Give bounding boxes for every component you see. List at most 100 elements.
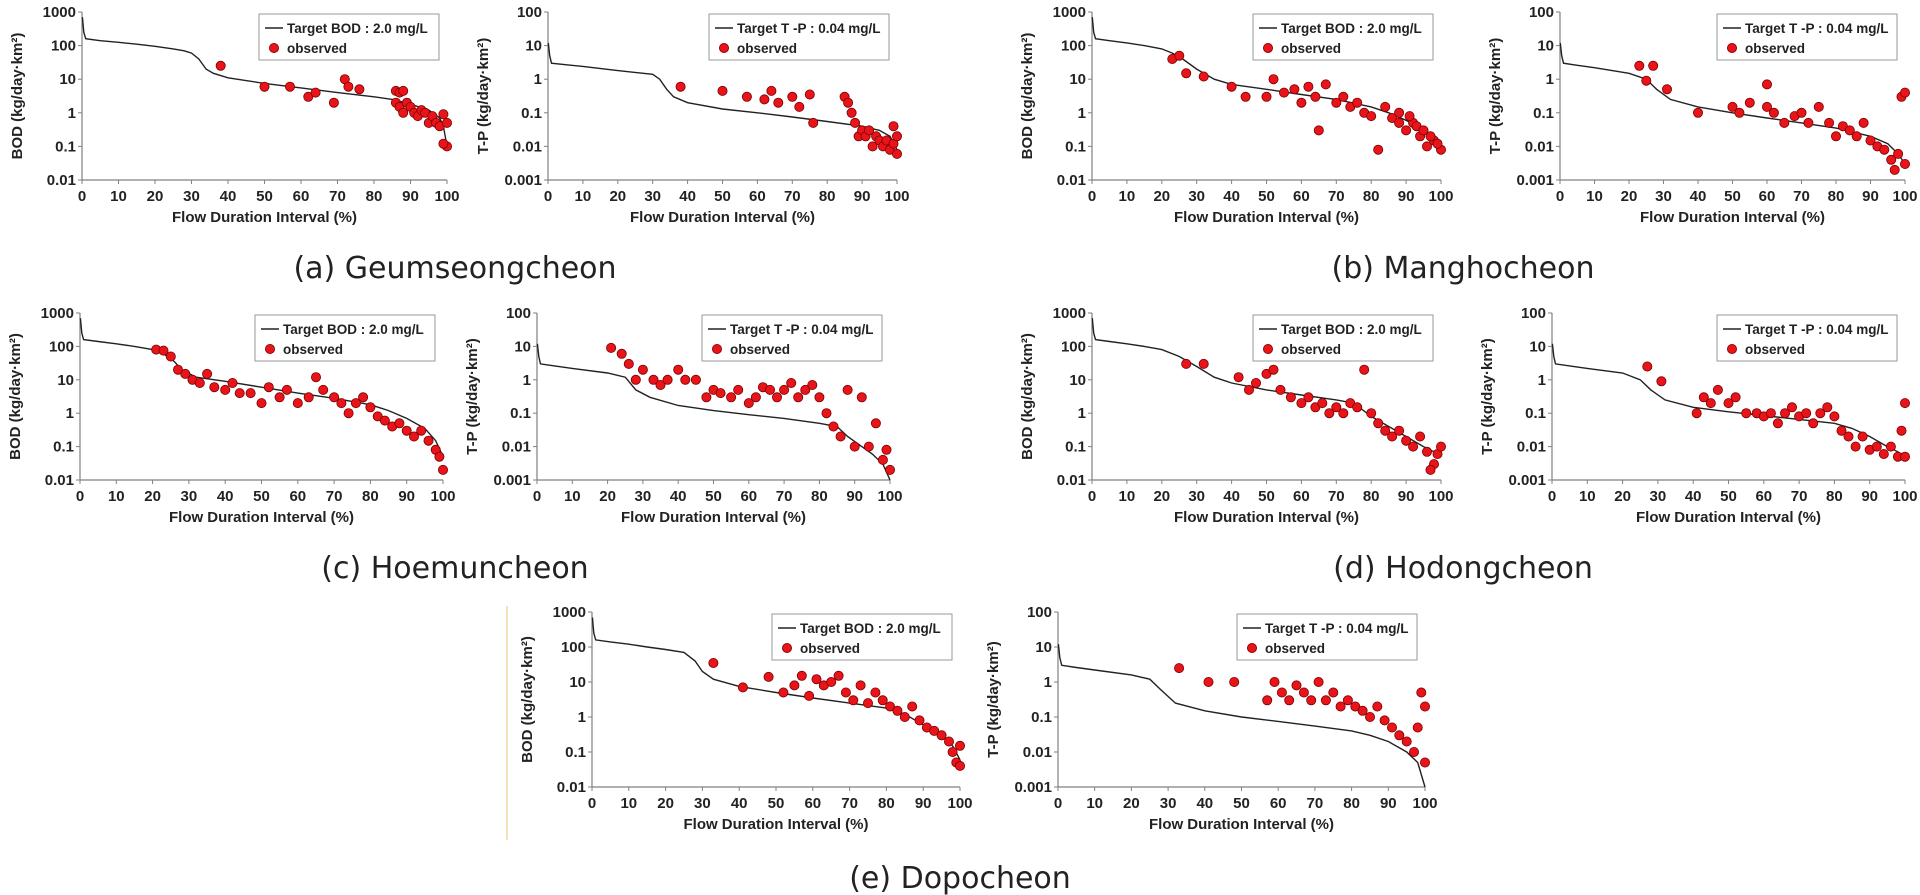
observed-point: [835, 431, 846, 442]
caption-a: (a) Geumseongcheon: [293, 251, 616, 286]
y-tick-label: 10: [514, 338, 531, 355]
observed-point: [867, 141, 878, 152]
y-tick-label: 100: [1529, 4, 1554, 21]
observed-point: [715, 388, 726, 399]
x-tick-label: 30: [181, 488, 198, 505]
legend-observed-label: observed: [283, 342, 343, 357]
observed-point: [811, 674, 822, 685]
x-tick-label: 60: [740, 488, 757, 505]
observed-point: [1303, 81, 1314, 92]
x-tick-label: 80: [878, 795, 895, 812]
chart-b-bod: 0.01 0.1 1 10 100 1000 0 10 20 30 40 50 60 70 80 90 100 F…: [1019, 4, 1454, 226]
legend-box: [708, 13, 890, 61]
observed-point: [1387, 113, 1398, 124]
x-tick-label: 0: [544, 188, 552, 205]
observed-point: [1313, 677, 1324, 688]
legend-observed-label: observed: [1745, 41, 1805, 56]
observed-point: [274, 392, 285, 403]
observed-point: [263, 382, 274, 393]
observed-point: [1394, 117, 1405, 128]
x-axis-label: Flow Duration Interval (%): [621, 509, 806, 526]
observed-point: [220, 384, 231, 395]
observed-point: [856, 392, 867, 403]
y-axis-label: BOD (kg/day·km²): [519, 636, 536, 763]
observed-point: [1380, 425, 1391, 436]
x-tick-label: 40: [1685, 488, 1702, 505]
legend-point-swatch: [1263, 343, 1274, 354]
observed-point: [1366, 111, 1377, 122]
observed-point: [336, 398, 347, 409]
x-tick-label: 90: [398, 488, 415, 505]
x-tick-label: 40: [1196, 795, 1213, 812]
observed-point: [227, 377, 238, 388]
observed-point: [888, 121, 899, 132]
legend-box: [254, 314, 436, 362]
observed-point: [1762, 101, 1773, 112]
observed-point: [245, 388, 256, 399]
observed-point: [1331, 97, 1342, 108]
observed-point: [690, 374, 701, 385]
y-tick-label: 10: [1529, 338, 1546, 355]
observed-point: [796, 670, 807, 681]
observed-point: [441, 117, 452, 128]
x-tick-label: 60: [1270, 795, 1287, 812]
x-tick-label: 10: [620, 795, 637, 812]
observed-point: [606, 342, 617, 353]
y-tick-label: 1: [68, 105, 76, 122]
observed-point: [1324, 408, 1335, 419]
observed-point: [256, 398, 267, 409]
y-tick-label: 1000: [41, 305, 74, 322]
observed-point: [1342, 695, 1353, 706]
observed-point: [1261, 91, 1272, 102]
legend-observed-label: observed: [1281, 342, 1341, 357]
observed-point: [1850, 441, 1861, 452]
observed-point: [1705, 398, 1716, 409]
x-tick-label: 50: [705, 488, 722, 505]
observed-point: [821, 408, 832, 419]
observed-point: [310, 372, 321, 383]
x-tick-label: 80: [366, 188, 383, 205]
y-tick-label: 100: [1027, 604, 1052, 621]
observed-point: [1634, 60, 1645, 71]
y-tick-label: 100: [517, 4, 542, 21]
x-tick-label: 0: [1548, 488, 1556, 505]
y-axis-label: BOD (kg/day·km²): [1019, 33, 1036, 160]
x-tick-label: 30: [694, 795, 711, 812]
observed-point: [726, 392, 737, 403]
x-tick-label: 0: [533, 488, 541, 505]
observed-point: [394, 418, 405, 429]
y-tick-label: 1000: [1053, 305, 1086, 322]
x-tick-label: 70: [326, 488, 343, 505]
observed-point: [1320, 79, 1331, 90]
caption-e: (e) Dopocheon: [849, 861, 1071, 895]
x-tick-label: 50: [1233, 795, 1250, 812]
observed-point: [1656, 376, 1667, 387]
observed-point: [1422, 141, 1433, 152]
y-tick-label: 1: [66, 405, 74, 422]
observed-point: [779, 384, 790, 395]
x-tick-label: 80: [362, 488, 379, 505]
y-axis-label: T-P (kg/day·km²): [464, 338, 481, 454]
observed-point: [284, 81, 295, 92]
observed-point: [675, 81, 686, 92]
observed-point: [843, 97, 854, 108]
x-tick-label: 40: [1223, 488, 1240, 505]
observed-point: [1296, 97, 1307, 108]
chart-c-tp: 0.001 0.01 0.1 1 10 100 0 10 20 30 40 50 60 70 80 90 100…: [464, 305, 903, 526]
observed-point: [1885, 441, 1896, 452]
y-tick-label: 1000: [1053, 4, 1086, 21]
legend-box: [1716, 314, 1898, 362]
x-tick-label: 90: [1398, 188, 1415, 205]
x-tick-label: 20: [1123, 795, 1140, 812]
y-tick-label: 0.001: [1516, 172, 1554, 189]
observed-point: [733, 384, 744, 395]
observed-point: [1900, 451, 1911, 462]
observed-point: [1244, 384, 1255, 395]
observed-point: [1328, 687, 1339, 698]
observed-point: [1394, 730, 1405, 741]
x-tick-label: 30: [1655, 188, 1672, 205]
observed-point: [794, 101, 805, 112]
x-tick-label: 0: [78, 188, 86, 205]
y-tick-label: 10: [525, 38, 542, 55]
observed-point: [885, 464, 896, 475]
